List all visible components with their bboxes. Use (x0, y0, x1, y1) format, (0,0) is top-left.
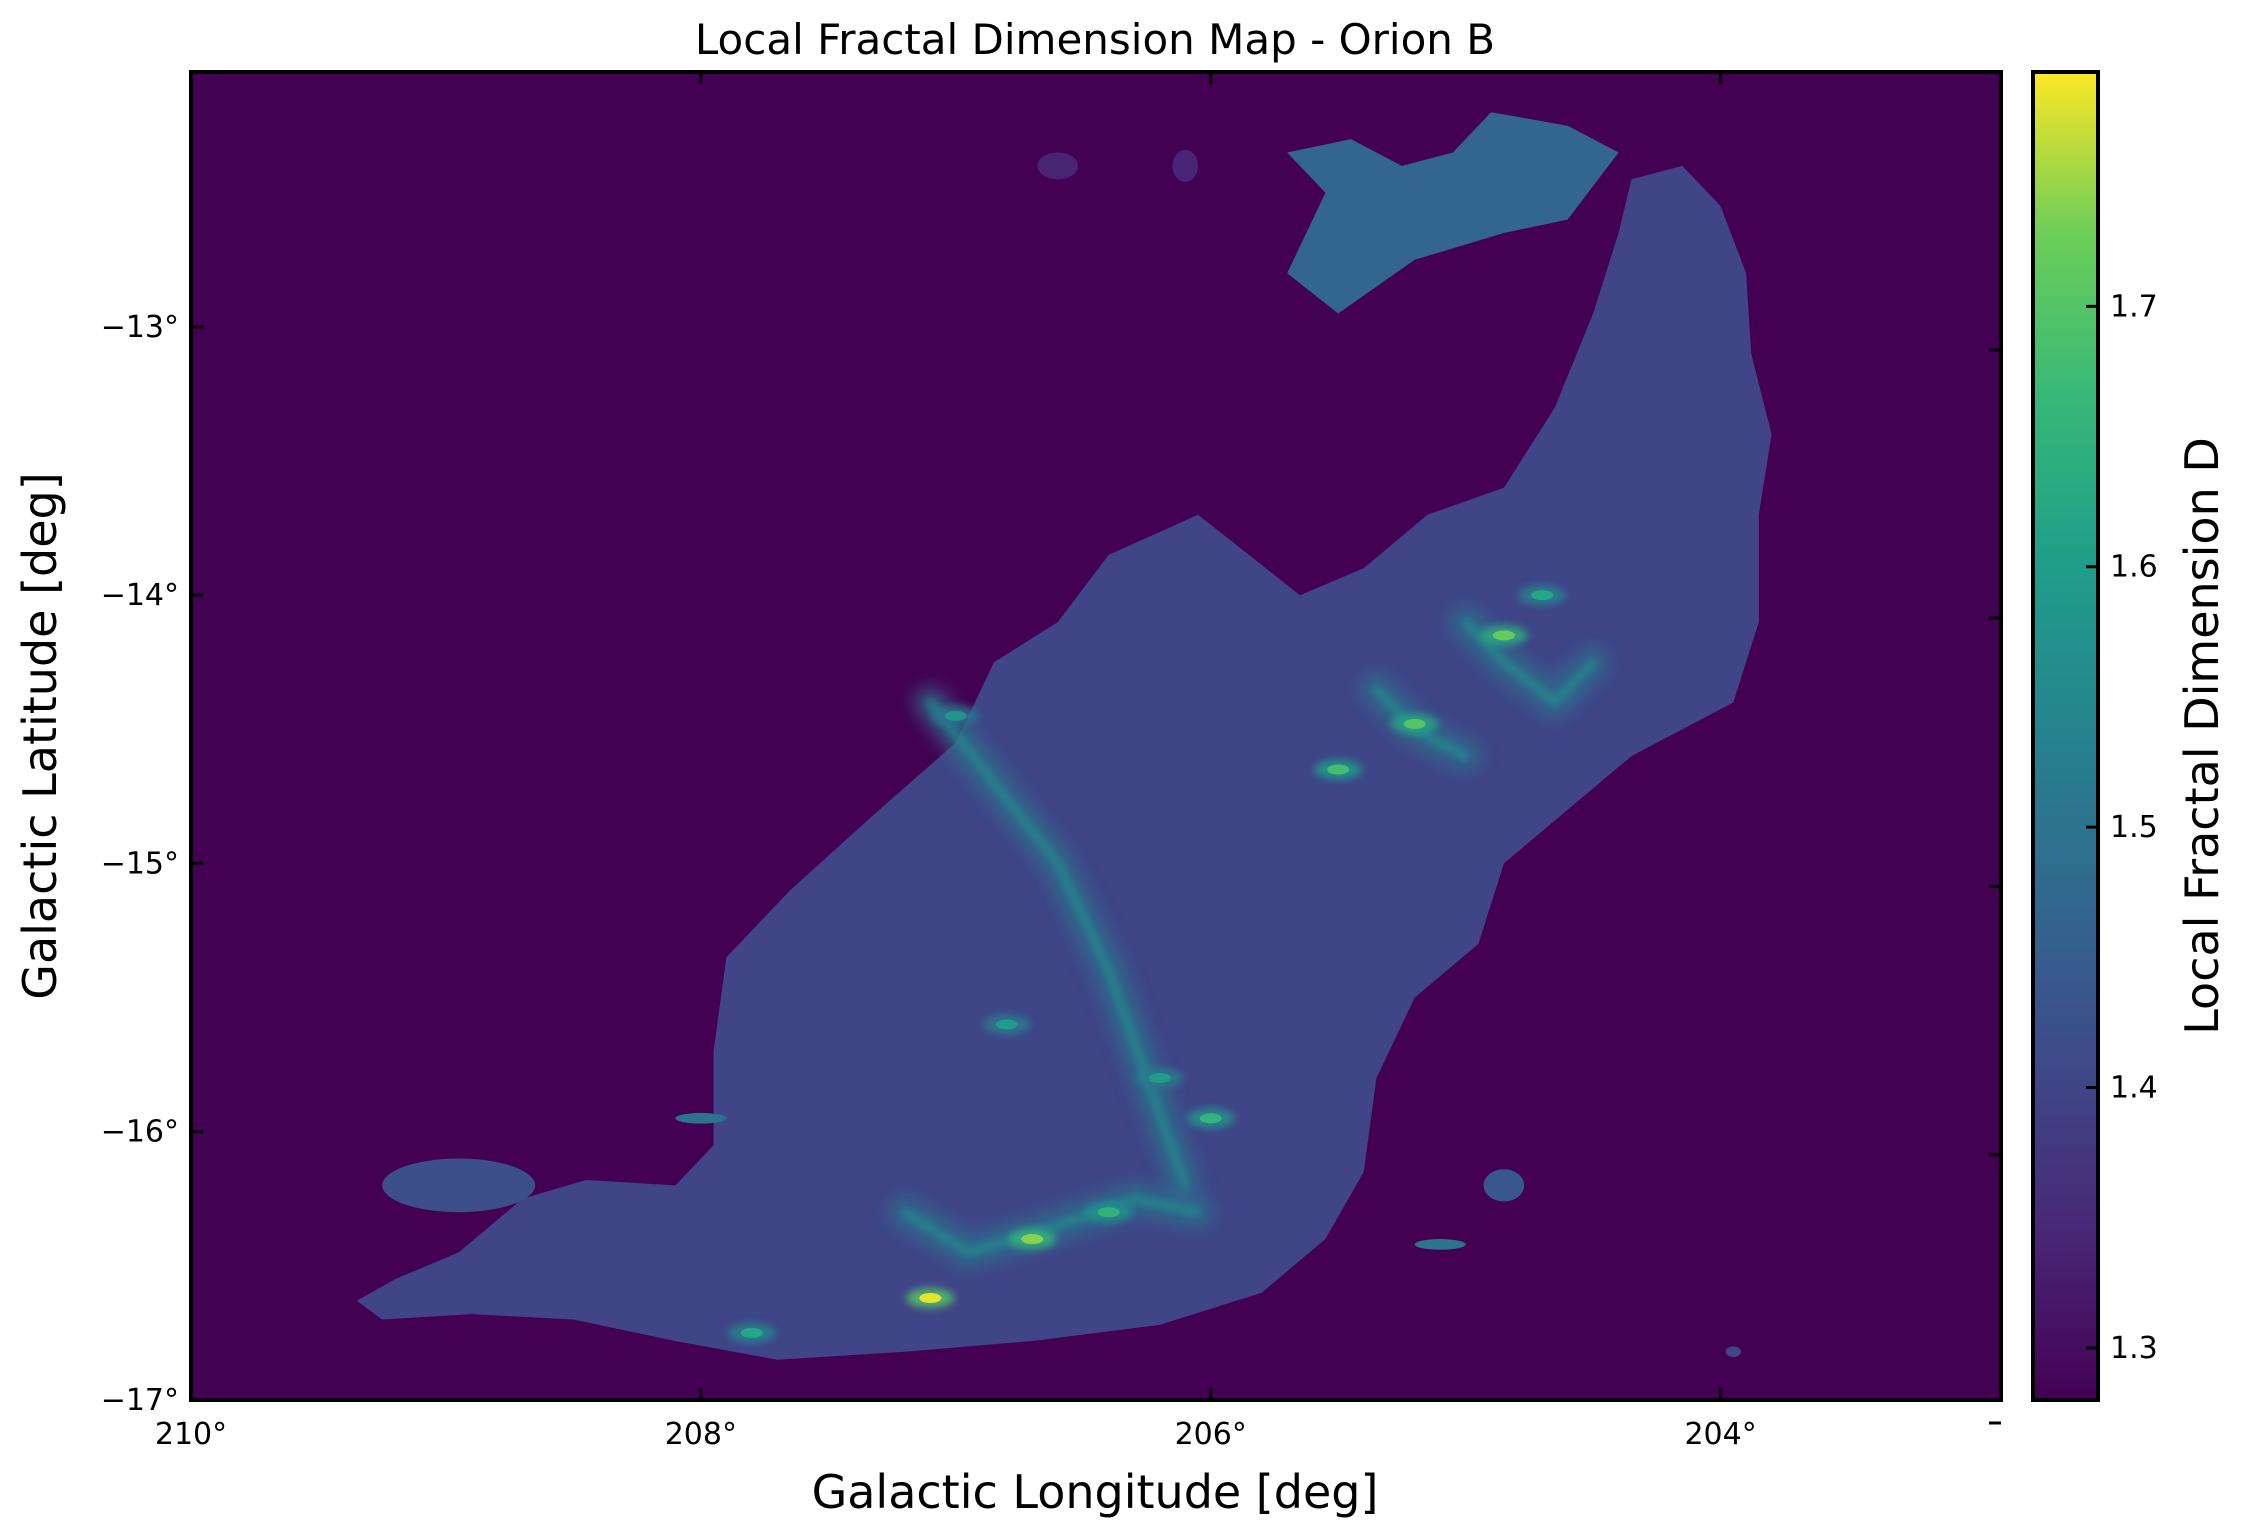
peak-knot (1148, 1073, 1171, 1084)
y-tick-label: −14° (101, 578, 179, 613)
chart-title: Local Fractal Dimension Map - Orion B (695, 15, 1495, 64)
peak-knot (1327, 764, 1350, 775)
colorbar-ticks: 1.3 1.4 1.5 1.6 1.7 (2086, 289, 2158, 1366)
filament-ridge (927, 699, 1189, 1189)
isolated-patch (675, 1112, 727, 1124)
peak-knot (1097, 1207, 1120, 1218)
isolated-patch (1414, 1239, 1466, 1250)
colorbar (2031, 70, 2100, 1402)
y-tick-label: −13° (101, 310, 179, 345)
x-tick-label: 206° (1175, 1417, 1247, 1452)
isolated-patch (1172, 149, 1198, 182)
filament-ridge (901, 1195, 1201, 1256)
peak-knot (740, 1327, 763, 1338)
peak-knot (1403, 718, 1426, 729)
peak-knot (1199, 1113, 1222, 1124)
peak-knot (995, 1019, 1018, 1030)
y-tick-label: −17° (101, 1383, 179, 1418)
peak-knot (944, 710, 967, 721)
heatmap-area (191, 72, 2001, 1400)
cloud-region (356, 165, 1772, 1360)
plot-frame (189, 70, 2003, 1402)
filament-ridge (1462, 619, 1597, 706)
colorbar-tick-label: 1.6 (2110, 550, 2158, 585)
x-axis: 210° 208° 206° 204° (155, 72, 1757, 1452)
x-axis-label: Galactic Longitude [deg] (812, 1465, 1379, 1519)
x-tick-label: 204° (1684, 1417, 1756, 1452)
y-tick-label: −16° (101, 1115, 179, 1150)
peak-knot (919, 1293, 942, 1304)
x-tick-label: 208° (665, 1417, 737, 1452)
colorbar-label: Local Fractal Dimension D (2175, 437, 2229, 1035)
peak-knot (1531, 590, 1554, 601)
y-axis: −13° −14° −15° −16° −17° (101, 310, 2001, 1425)
y-axis-label: Galactic Latitude [deg] (13, 472, 67, 999)
isolated-patch (1483, 1169, 1525, 1202)
isolated-patch (1037, 152, 1079, 180)
isolated-patch (382, 1158, 536, 1213)
northern-extension-region (1287, 112, 1619, 314)
isolated-patch (1725, 1346, 1741, 1358)
colorbar-tick-label: 1.3 (2110, 1331, 2158, 1366)
colorbar-tick-label: 1.4 (2110, 1071, 2158, 1106)
x-tick-label: 210° (155, 1417, 227, 1452)
y-tick-label: −15° (101, 846, 179, 881)
peak-knot (1021, 1234, 1044, 1245)
peak-knot (1492, 630, 1515, 641)
colorbar-tick-label: 1.5 (2110, 810, 2158, 845)
colorbar-tick-label: 1.7 (2110, 289, 2158, 324)
